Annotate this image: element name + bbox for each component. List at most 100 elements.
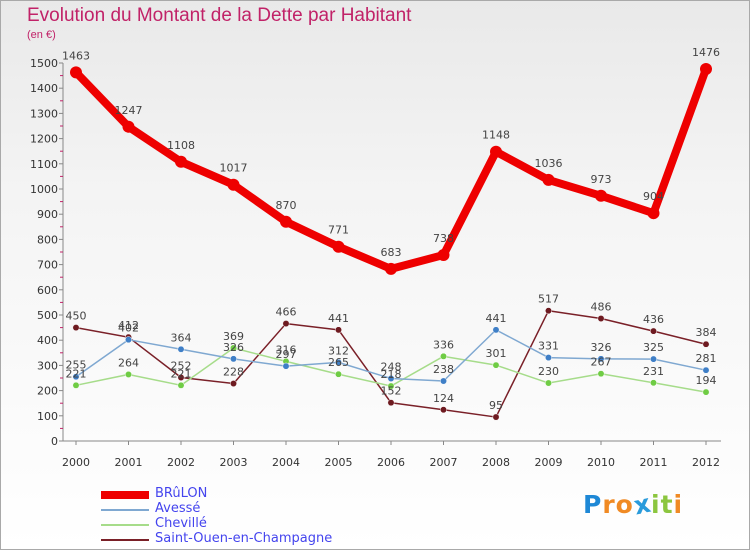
y-tick-label: 200 <box>37 385 58 398</box>
x-tick-label: 2005 <box>325 456 353 469</box>
y-tick-label: 900 <box>37 208 58 221</box>
data-label: 325 <box>643 341 664 354</box>
data-point <box>545 354 552 362</box>
data-label: 369 <box>223 330 244 343</box>
logo-letter: o <box>615 490 634 519</box>
data-point <box>387 375 395 382</box>
data-point <box>492 326 500 334</box>
data-point <box>70 66 82 79</box>
data-point <box>177 345 185 353</box>
y-tick-label: 1000 <box>30 183 58 196</box>
data-label: 441 <box>486 312 507 325</box>
data-label: 771 <box>328 224 349 237</box>
data-label: 124 <box>433 392 454 405</box>
legend-swatch <box>101 509 149 511</box>
data-label: 331 <box>538 340 559 353</box>
data-label: 870 <box>276 199 297 212</box>
data-point <box>492 413 500 421</box>
data-label: 230 <box>538 365 559 378</box>
data-label: 436 <box>643 313 664 326</box>
data-label: 95 <box>489 399 503 412</box>
data-point <box>597 355 605 363</box>
data-label: 402 <box>118 322 139 335</box>
data-label: 336 <box>433 338 454 351</box>
data-label: 1017 <box>220 162 248 175</box>
x-axis: 2000 2001 2002 2003 2004 2005 2006 2007 2008 2009… <box>62 440 721 469</box>
data-label: 194 <box>696 374 717 387</box>
y-tick-label: 0 <box>51 435 58 448</box>
data-point <box>490 145 502 158</box>
data-label: 248 <box>381 361 402 374</box>
data-point <box>227 178 240 191</box>
x-tick-label: 2012 <box>692 456 720 469</box>
data-point <box>650 355 657 363</box>
y-tick-label: 1100 <box>30 158 58 171</box>
logo-letter: t <box>660 490 674 519</box>
data-label: 326 <box>223 341 244 354</box>
data-label: 267 <box>591 356 612 369</box>
data-point <box>440 352 447 360</box>
y-tick-label: 400 <box>37 334 58 347</box>
x-tick-label: 2003 <box>220 456 248 469</box>
data-label: 1108 <box>167 139 195 152</box>
data-point <box>437 249 450 262</box>
legend-label: BRûLON <box>155 486 208 501</box>
data-label: 1036 <box>535 157 563 170</box>
y-tick-label: 500 <box>37 309 58 322</box>
legend-swatch <box>101 491 149 499</box>
data-point <box>440 406 447 414</box>
data-point <box>175 155 187 168</box>
data-point <box>282 362 290 370</box>
x-tick-label: 2000 <box>62 456 90 469</box>
x-tick-label: 2007 <box>430 456 458 469</box>
y-tick-label: 100 <box>37 410 58 423</box>
data-point <box>595 189 607 202</box>
data-label: 364 <box>171 331 192 344</box>
data-label: 466 <box>276 306 297 319</box>
legend-swatch <box>101 539 149 541</box>
logo-letter: i <box>651 490 661 519</box>
data-point <box>230 344 237 352</box>
data-point <box>72 381 80 389</box>
x-tick-label: 2011 <box>640 456 668 469</box>
y-tick-label: 800 <box>37 233 58 246</box>
data-point <box>72 324 80 332</box>
data-point <box>700 63 712 76</box>
data-label: 265 <box>328 356 349 369</box>
legend-label: Chevillé <box>155 516 207 531</box>
proxiti-logo: Proxiti <box>583 489 683 521</box>
data-point <box>385 262 397 275</box>
chart-title: Evolution du Montant de la Dette par Hab… <box>27 5 412 26</box>
data-point <box>282 320 290 328</box>
legend-swatch <box>101 524 149 526</box>
data-point <box>125 336 132 344</box>
data-label: 238 <box>433 363 454 376</box>
data-label: 297 <box>276 348 297 361</box>
data-label: 904 <box>643 190 664 203</box>
data-label: 450 <box>66 310 87 323</box>
data-point <box>702 388 710 396</box>
data-label: 683 <box>381 246 402 259</box>
data-label: 973 <box>591 173 612 186</box>
data-label: 221 <box>66 367 87 380</box>
data-label: 301 <box>486 347 507 360</box>
data-point <box>122 120 135 133</box>
data-point <box>702 340 710 348</box>
data-label: 316 <box>276 343 297 356</box>
data-label: 326 <box>591 341 612 354</box>
data-point <box>597 370 605 378</box>
data-point <box>230 380 237 387</box>
data-label: 312 <box>328 344 349 357</box>
data-label: 517 <box>538 293 559 306</box>
y-tick-label: 1400 <box>30 82 58 95</box>
data-point <box>72 373 80 381</box>
series-labels: 1463 1247 1108 1017 870 771 683 738 1148 1036 973 9… <box>62 46 720 412</box>
data-point <box>492 361 500 369</box>
x-tick-label: 2002 <box>167 456 195 469</box>
data-label: 384 <box>696 326 717 339</box>
x-tick-label: 2006 <box>377 456 405 469</box>
data-label: 738 <box>433 232 454 245</box>
data-label: 221 <box>171 367 192 380</box>
data-label: 255 <box>66 359 87 372</box>
